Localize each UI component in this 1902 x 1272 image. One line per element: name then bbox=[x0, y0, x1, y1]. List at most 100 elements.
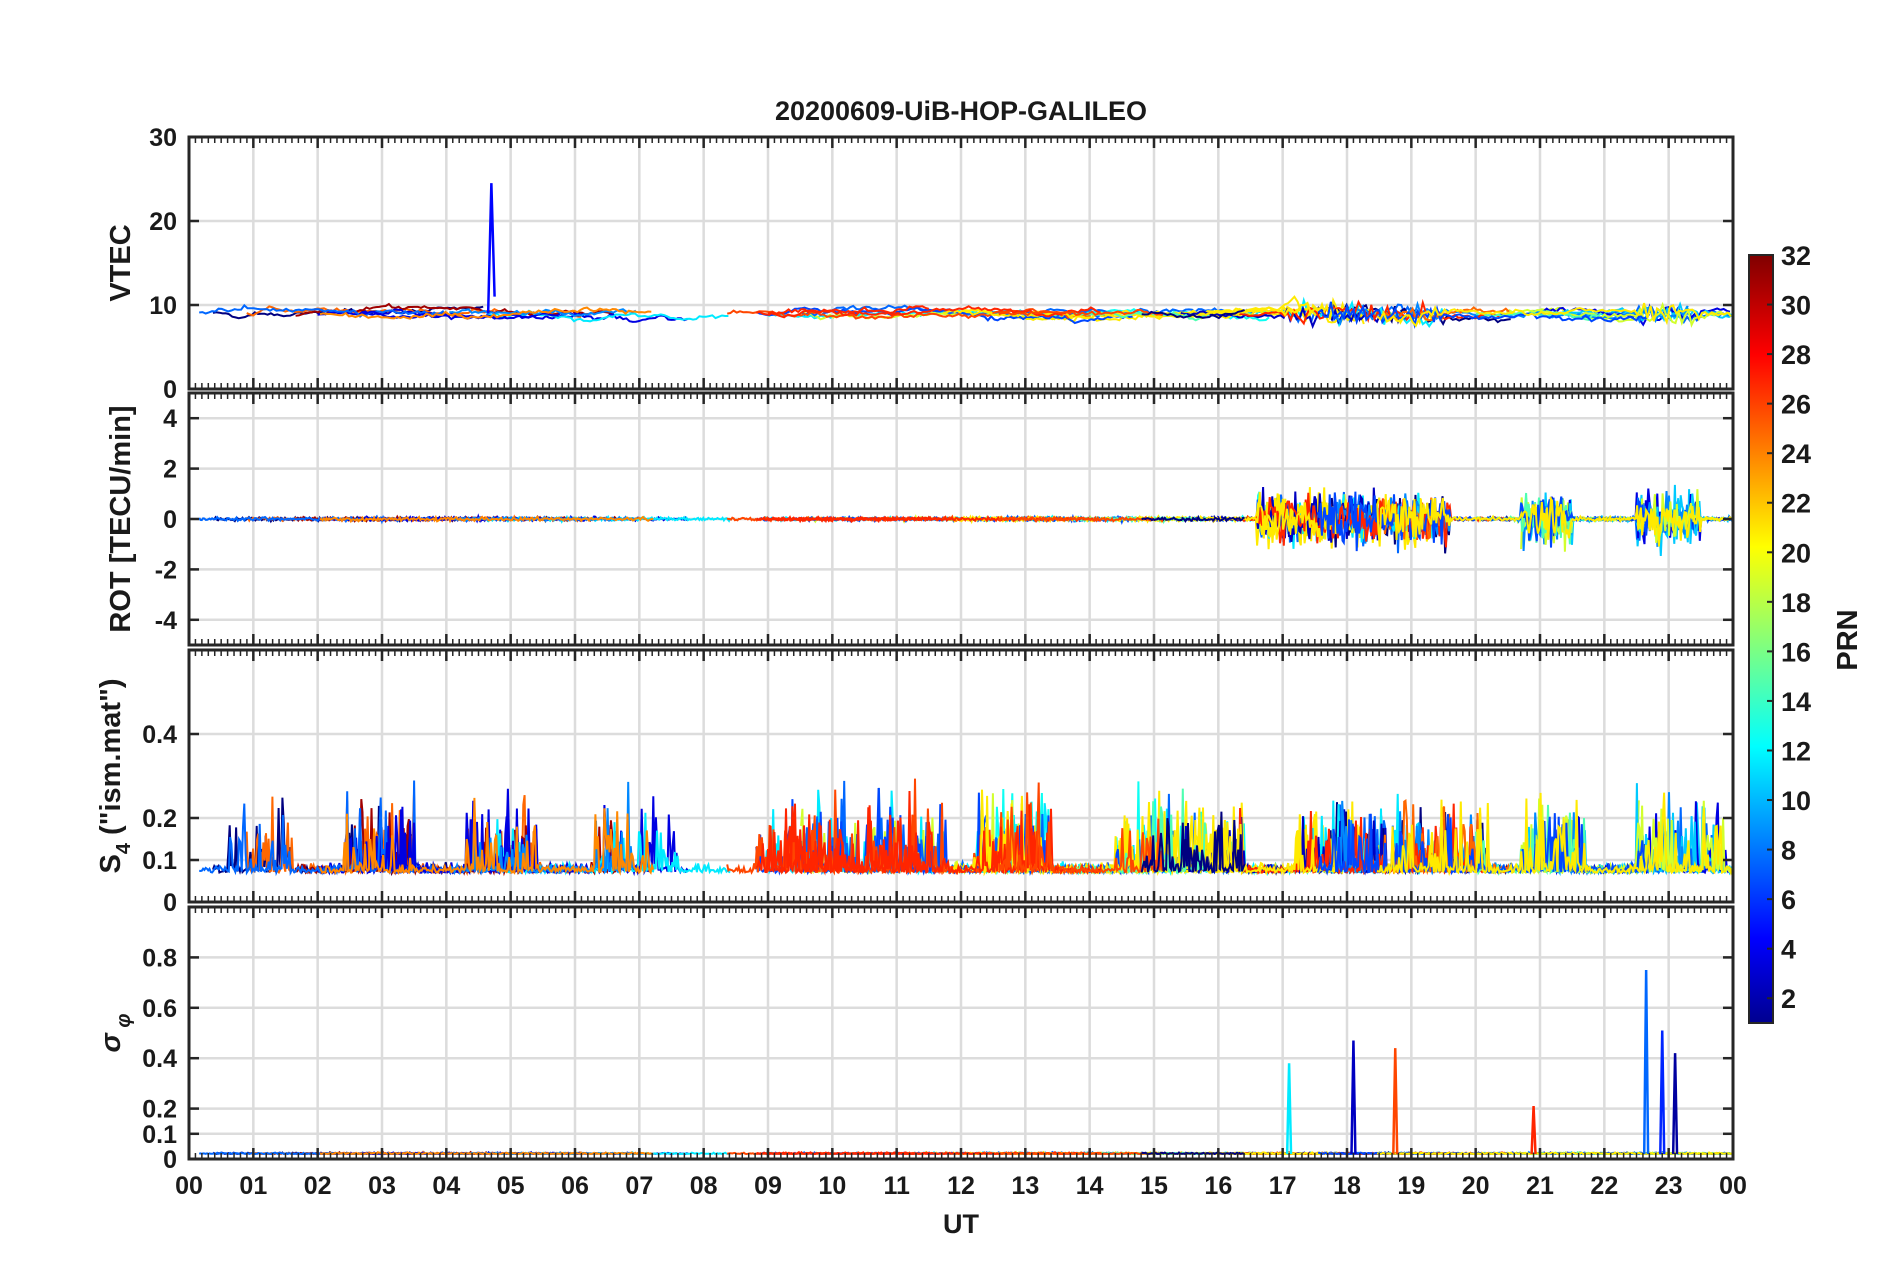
x-tick-label: 00 bbox=[175, 1172, 203, 1200]
series-line-prn-1 bbox=[1141, 514, 1245, 523]
y-tick-label: 0 bbox=[163, 1146, 177, 1174]
colorbar-tick-label: 10 bbox=[1781, 786, 1811, 816]
y-tick-label: 0.4 bbox=[142, 1045, 177, 1073]
series-line-prn-26 bbox=[998, 308, 1164, 317]
x-tick-label: 12 bbox=[947, 1172, 975, 1200]
colorbar-tick-label: 2 bbox=[1781, 984, 1796, 1014]
y-axis-label: ROT [TECU/min] bbox=[105, 405, 137, 632]
x-tick-label: 17 bbox=[1269, 1172, 1297, 1200]
colorbar-tick-label: 12 bbox=[1781, 736, 1811, 766]
series-line-prn-24 bbox=[319, 306, 652, 320]
x-tick-label: 06 bbox=[561, 1172, 589, 1200]
colorbar-frame bbox=[1748, 254, 1774, 1024]
panel-minor-ticks bbox=[187, 393, 1735, 645]
y-tick-label: 0.4 bbox=[142, 721, 177, 749]
colorbar-tick-label: 18 bbox=[1781, 588, 1811, 618]
colorbar-tick-label: 20 bbox=[1781, 538, 1811, 568]
y-tick-label: 0.6 bbox=[142, 995, 177, 1023]
y-tick-label: 0 bbox=[163, 889, 177, 917]
sigma-phi-spike bbox=[1285, 1063, 1293, 1154]
series-line-prn-1 bbox=[1141, 308, 1245, 320]
y-tick-label: 0 bbox=[163, 506, 177, 534]
sigma-phi-spike bbox=[1530, 1106, 1537, 1155]
panel-3: 0 0.1 0.2 0.4S4 ("ism.mat") bbox=[95, 648, 1735, 917]
x-tick-label: 02 bbox=[304, 1172, 332, 1200]
series-line-prn-1 bbox=[1140, 811, 1246, 874]
series-line-prn-24 bbox=[319, 514, 654, 524]
x-tick-label: 00 bbox=[1719, 1172, 1747, 1200]
series-line-prn-7 bbox=[1317, 813, 1650, 876]
x-tick-label: 11 bbox=[883, 1172, 910, 1200]
panel-1: 0 10 20 30 VTEC bbox=[105, 124, 1735, 404]
colorbar-tick-label: 22 bbox=[1781, 489, 1811, 519]
x-tick-label: 07 bbox=[625, 1172, 653, 1200]
series-line-prn-26 bbox=[997, 515, 1165, 523]
panel-4: 00.10.2 0.4 0.6 0.8 σ φ bbox=[95, 905, 1735, 1174]
colorbar-label: PRN bbox=[1832, 609, 1864, 670]
colorbar-tick-label: 30 bbox=[1781, 291, 1811, 321]
x-tick-label: 10 bbox=[818, 1172, 846, 1200]
panel-traces bbox=[198, 484, 1733, 556]
y-tick-label: 0.2 bbox=[142, 805, 177, 833]
x-tick-label: 01 bbox=[239, 1172, 267, 1200]
x-tick-label: 09 bbox=[754, 1172, 782, 1200]
panel-minor-ticks bbox=[187, 650, 1735, 902]
sigma-phi-spike bbox=[1671, 1053, 1679, 1154]
y-tick-label: 10 bbox=[149, 292, 177, 320]
series-line-prn-24 bbox=[319, 797, 655, 876]
x-tick-label: 15 bbox=[1140, 1172, 1168, 1200]
panel-traces bbox=[199, 183, 1733, 330]
colorbar-tick-label: 32 bbox=[1781, 241, 1811, 271]
x-tick-label: 21 bbox=[1526, 1172, 1554, 1200]
x-tick-label: 04 bbox=[432, 1172, 460, 1200]
panel-2: -4 -2 0 2 4 ROT [TECU/min] bbox=[105, 391, 1735, 647]
sigma-phi-spike bbox=[1659, 1030, 1666, 1154]
y-axis-label: VTEC bbox=[105, 224, 137, 301]
panel-grid bbox=[187, 135, 1735, 391]
x-axis: 00 01 02 03 04 05 06 07 08 09 10 11 12 13 14 15 16 17 18 19… bbox=[175, 1172, 1747, 1200]
series-line-prn-27 bbox=[768, 305, 930, 319]
y-tick-label: 0.1 bbox=[142, 847, 177, 875]
x-tick-label: 08 bbox=[690, 1172, 718, 1200]
colorbar-tick-label: 16 bbox=[1781, 637, 1811, 667]
y-axis-label: σ φ bbox=[95, 1014, 135, 1053]
colorbar-tick-label: 24 bbox=[1781, 439, 1811, 469]
x-tick-label: 14 bbox=[1076, 1172, 1104, 1200]
colorbar-tick-label: 4 bbox=[1781, 935, 1796, 965]
series-line-prn-27 bbox=[1236, 298, 1504, 326]
series-line-prn-27 bbox=[767, 790, 932, 875]
x-tick-label: 20 bbox=[1462, 1172, 1490, 1200]
y-tick-label: 30 bbox=[149, 124, 177, 152]
series-line-prn-8 bbox=[199, 303, 445, 318]
sigma-phi-spike bbox=[1392, 1048, 1399, 1154]
y-tick-label: 0.2 bbox=[142, 1096, 177, 1124]
x-tick-label: 13 bbox=[1011, 1172, 1039, 1200]
x-tick-label: 05 bbox=[497, 1172, 525, 1200]
y-tick-label: 0.1 bbox=[142, 1121, 177, 1149]
y-tick-label: 20 bbox=[149, 208, 177, 236]
x-tick-label: 19 bbox=[1397, 1172, 1425, 1200]
sigma-phi-spike bbox=[1350, 1040, 1357, 1154]
series-line-prn-25 bbox=[1382, 306, 1510, 322]
colorbar-tick-label: 14 bbox=[1781, 687, 1811, 717]
panel-traces bbox=[199, 778, 1733, 877]
series-line-prn-27 bbox=[767, 515, 931, 524]
x-tick-label: 22 bbox=[1590, 1172, 1618, 1200]
series-line-prn-21 bbox=[1376, 496, 1733, 547]
colorbar-tick-label: 28 bbox=[1781, 340, 1811, 370]
series-line-prn-21 bbox=[1376, 302, 1732, 328]
series-line-prn-26 bbox=[997, 782, 1165, 876]
panel-minor-ticks bbox=[187, 137, 1735, 389]
vtec-peak-mark bbox=[486, 183, 496, 314]
x-tick-label: 23 bbox=[1655, 1172, 1683, 1200]
y-tick-label: 4 bbox=[163, 405, 177, 433]
colorbar-gradient bbox=[1749, 255, 1773, 1023]
chart-title: 20200609-UiB-HOP-GALILEO bbox=[775, 96, 1147, 126]
colorbar-tick-label: 8 bbox=[1781, 836, 1796, 866]
series-line-prn-7 bbox=[1317, 301, 1651, 330]
x-tick-label: 03 bbox=[368, 1172, 396, 1200]
y-axis-label: S4 ("ism.mat") bbox=[95, 679, 135, 874]
x-axis-label: UT bbox=[943, 1209, 979, 1239]
